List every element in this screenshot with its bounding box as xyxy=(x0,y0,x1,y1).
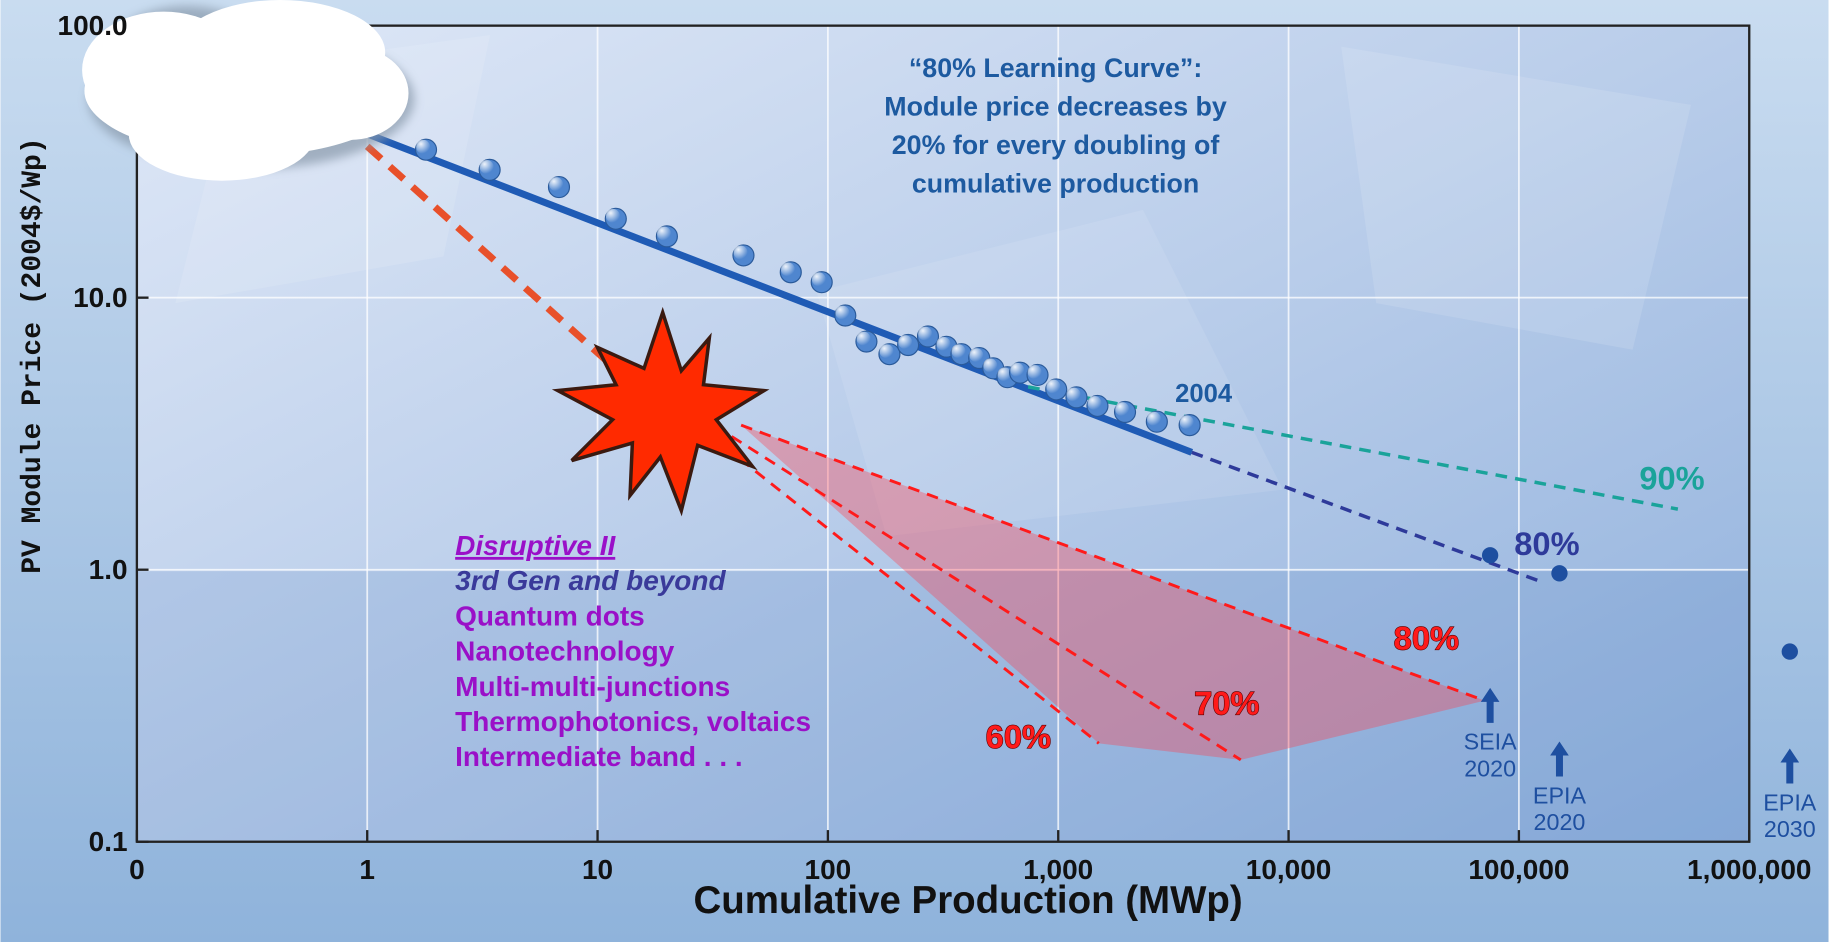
point-shine xyxy=(898,335,913,350)
point-shine xyxy=(997,367,1012,382)
point-shine xyxy=(1115,402,1130,417)
target-arrow xyxy=(1780,748,1800,784)
target-label: EPIA xyxy=(1533,782,1587,808)
target-point xyxy=(1781,643,1798,660)
y-tick-label: 10.0 xyxy=(73,282,127,313)
disruptive-text: 3rd Gen and beyond xyxy=(455,565,726,596)
y-tick-label: 1.0 xyxy=(89,554,128,585)
x-tick-label: 10 xyxy=(582,854,613,885)
x-tick-label: 1,000,000 xyxy=(1687,854,1811,885)
point-shine xyxy=(416,139,431,154)
line-label: 60% xyxy=(986,718,1051,755)
point-shine xyxy=(969,348,984,363)
target-label: 2030 xyxy=(1764,816,1816,842)
plot-area xyxy=(136,25,1750,842)
point-shine xyxy=(605,208,620,223)
point-shine xyxy=(1179,415,1194,430)
target-arrow xyxy=(1550,741,1569,777)
x-axis-title: Cumulative Production (MWp) xyxy=(694,879,1243,922)
annotation: Module price decreases by xyxy=(884,91,1227,121)
x-tick-label: 1 xyxy=(359,854,375,885)
cloud xyxy=(82,0,415,181)
point-shine xyxy=(479,159,494,174)
plot-shade xyxy=(136,571,1750,842)
point-shine xyxy=(780,262,795,277)
point-shine xyxy=(1087,396,1102,411)
disruptive-text: Intermediate band . . . xyxy=(455,741,743,772)
trend-line xyxy=(630,371,1242,762)
x-tick-label: 10,000 xyxy=(1246,854,1332,885)
projection-band xyxy=(741,425,1485,760)
point-shine xyxy=(656,226,671,241)
annotation: 20% for every doubling of xyxy=(892,130,1220,160)
x-tick-label: 100 xyxy=(805,854,852,885)
target-point xyxy=(1551,565,1568,582)
y-axis-title: PV Module Price (2004$/Wp) xyxy=(18,137,49,573)
trend-line xyxy=(1191,450,1540,583)
x-tick-label: 1,000 xyxy=(1023,854,1093,885)
target-arrow xyxy=(1480,687,1500,723)
texture xyxy=(816,209,1283,537)
x-tick-label: 0 xyxy=(129,854,145,885)
annotation: “80% Learning Curve”: xyxy=(909,53,1202,83)
point-shine xyxy=(856,331,871,346)
point-shine xyxy=(1066,387,1081,402)
target-label: 2020 xyxy=(1534,809,1586,835)
point-shine xyxy=(1010,362,1025,377)
point-shine xyxy=(835,305,850,320)
line-label: 90% xyxy=(1639,459,1704,496)
target-point xyxy=(1481,547,1499,564)
annotation: cumulative production xyxy=(912,168,1199,198)
point-shine xyxy=(549,177,564,192)
point-shine xyxy=(918,326,933,341)
disruptive-text: Nanotechnology xyxy=(455,636,675,667)
trend-line xyxy=(1027,385,1679,511)
disruptive-text: Multi-multi-junctions xyxy=(455,671,730,702)
line-label: 80% xyxy=(1514,525,1579,562)
point-shine xyxy=(1027,365,1042,380)
point-shine xyxy=(936,336,951,351)
point-label: 2004 xyxy=(1175,380,1233,408)
point-shine xyxy=(951,344,966,359)
disruptive-text: Thermophotonics, voltaics xyxy=(455,706,811,737)
line-label: 80% xyxy=(1394,619,1459,656)
plot xyxy=(364,130,1679,762)
point-shine xyxy=(983,358,998,373)
line-label: 70% xyxy=(1194,684,1259,721)
target-label: EPIA xyxy=(1763,789,1817,815)
point-shine xyxy=(811,272,826,287)
x-tick-label: 100,000 xyxy=(1468,854,1569,885)
point-shine xyxy=(733,245,748,260)
point-shine xyxy=(1146,411,1161,426)
y-tick-label: 0.1 xyxy=(89,826,128,857)
point-shine xyxy=(879,344,894,359)
trend-line xyxy=(364,143,623,376)
target-label: SEIA xyxy=(1464,729,1518,755)
disruptive-text: Quantum dots xyxy=(455,600,645,631)
trend-line xyxy=(740,423,1486,703)
target-label: 2020 xyxy=(1464,755,1516,781)
star-burst xyxy=(551,306,770,517)
plot-frame xyxy=(135,24,1751,843)
y-tick-label: 100.0 xyxy=(58,10,128,41)
disruptive-text: Disruptive II xyxy=(455,530,616,561)
texture xyxy=(1341,46,1691,350)
point-shine xyxy=(1046,379,1061,394)
